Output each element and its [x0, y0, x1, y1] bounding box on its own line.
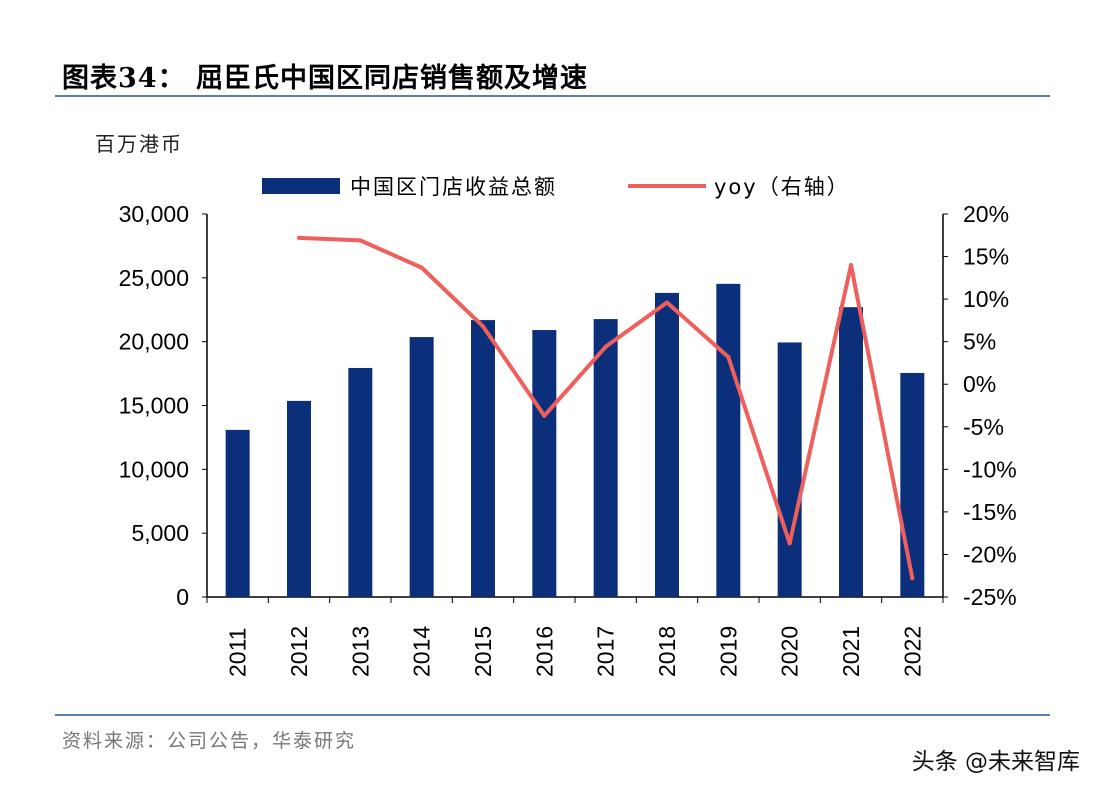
right-tick-label: 5%	[963, 329, 996, 355]
x-tick-label: 2020	[777, 626, 803, 677]
legend-line-label: yoy（右轴）	[714, 175, 850, 199]
x-tick-label: 2022	[899, 626, 925, 677]
chart-title: 图表34： 屈臣氏中国区同店销售额及增速	[62, 63, 588, 94]
x-tick-label: 2017	[593, 626, 619, 677]
source-divider	[55, 714, 1050, 716]
left-tick-label: 25,000	[119, 265, 189, 291]
bar-2012	[287, 400, 311, 597]
yoy-point-2017	[603, 344, 608, 349]
x-tick-label: 2019	[715, 626, 741, 677]
x-tick-label: 2014	[409, 626, 435, 677]
right-tick-label: -15%	[963, 499, 1017, 525]
right-tick-label: -25%	[963, 584, 1017, 610]
x-tick-label: 2013	[347, 626, 373, 677]
bar-2017	[593, 319, 618, 597]
right-tick-label: -20%	[963, 541, 1017, 567]
x-tick-label: 2018	[654, 626, 680, 677]
bar-2016	[532, 330, 557, 597]
yoy-point-2015	[481, 324, 485, 329]
yoy-point-2016	[542, 413, 547, 418]
bar-2014	[409, 337, 434, 597]
bar-2021	[839, 307, 863, 597]
yoy-point-2013	[358, 238, 363, 243]
left-tick-label: 0	[176, 584, 189, 610]
right-tick-label: 10%	[963, 286, 1009, 312]
yoy-point-2021	[849, 263, 853, 268]
legend: 中国区门店收益总额 yoy（右轴）	[262, 175, 850, 199]
x-tick-label: 2015	[470, 626, 496, 677]
left-axis-unit: 百万港币	[95, 132, 183, 156]
yoy-point-2012	[297, 235, 301, 240]
bar-2015	[471, 320, 495, 597]
bar-2011	[225, 429, 250, 597]
right-tick-label: 20%	[963, 201, 1009, 227]
yoy-point-2022	[910, 576, 915, 581]
x-tick-label: 2021	[838, 626, 864, 677]
yoy-point-2014	[419, 265, 424, 270]
right-tick-label: -5%	[963, 414, 1004, 440]
bar-2013	[348, 367, 373, 597]
right-tick-label: -10%	[963, 456, 1017, 482]
legend-bar-swatch	[262, 178, 340, 194]
yoy-point-2018	[665, 300, 669, 305]
left-tick-label: 30,000	[119, 201, 189, 227]
source-note: 资料来源：公司公告，华泰研究	[62, 730, 357, 752]
bar-2019	[716, 283, 741, 597]
left-tick-label: 15,000	[119, 393, 189, 419]
yoy-point-2020	[787, 541, 792, 546]
left-tick-label: 5,000	[131, 520, 189, 546]
x-tick-label: 2012	[286, 626, 312, 677]
yoy-point-2019	[726, 354, 731, 359]
bar-2022	[900, 372, 925, 597]
left-tick-label: 20,000	[119, 329, 189, 355]
right-tick-label: 15%	[963, 244, 1009, 270]
left-tick-label: 10,000	[119, 456, 189, 482]
title-divider	[55, 95, 1050, 97]
bar-2020	[777, 342, 802, 597]
legend-bar-label: 中国区门店收益总额	[350, 175, 557, 199]
right-tick-label: 0%	[963, 371, 996, 397]
x-tick-label: 2016	[531, 626, 557, 677]
watermark: 头条 @未来智库	[911, 749, 1080, 775]
x-tick-label: 2011	[225, 628, 251, 677]
bar-2018	[655, 292, 679, 597]
